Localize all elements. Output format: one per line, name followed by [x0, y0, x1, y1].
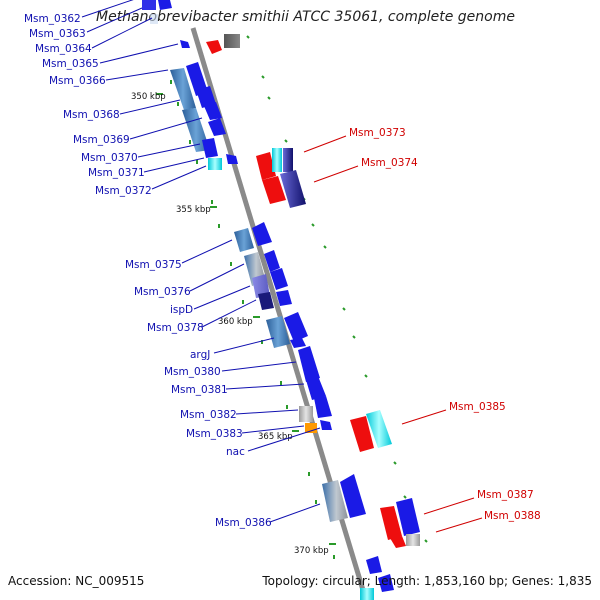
gene-msm-0369a[interactable] [204, 102, 222, 120]
label-msm-0385[interactable]: Msm_0385 [449, 401, 506, 413]
label-ispD[interactable]: ispD [170, 304, 193, 316]
label-nac[interactable]: nac [226, 446, 245, 458]
gene-msm-0387[interactable] [380, 506, 402, 540]
label-msm-0362[interactable]: Msm_0362 [24, 13, 81, 25]
gene-bottom-c[interactable] [378, 574, 394, 592]
gene-msm-0366b[interactable] [186, 62, 208, 96]
gene-ispD[interactable] [252, 274, 270, 298]
svg-text:370 kbp: 370 kbp [294, 546, 329, 556]
label-msm-0370[interactable]: Msm_0370 [81, 152, 138, 164]
tick-track-reverse [246, 35, 428, 543]
forward-labels: Msm_0362 Msm_0363 Msm_0364 Msm_0365 Msm_… [24, 13, 272, 529]
gene-msm-0363[interactable] [158, 0, 172, 10]
label-msm-0376[interactable]: Msm_0376 [134, 286, 191, 298]
label-msm-0382[interactable]: Msm_0382 [180, 409, 237, 421]
gene-msm-0372[interactable] [208, 158, 222, 170]
label-msm-0365[interactable]: Msm_0365 [42, 58, 99, 70]
gene-bottom-b[interactable] [360, 588, 374, 600]
gene-msm-0366[interactable] [170, 68, 196, 110]
gene-msm-0362[interactable] [142, 0, 156, 10]
gene-msm-0370[interactable] [202, 138, 218, 158]
gene-msm-0388b[interactable] [406, 534, 420, 546]
gene-top-dark[interactable] [224, 34, 240, 48]
reverse-label-lines [303, 135, 483, 533]
gene-msm-0373b[interactable] [272, 148, 282, 172]
label-msm-0378[interactable]: Msm_0378 [147, 322, 204, 334]
forward-label-lines [81, 0, 321, 523]
label-msm-0383[interactable]: Msm_0383 [186, 428, 243, 440]
gene-msm-0385b[interactable] [366, 410, 392, 448]
gene-msm-0365[interactable] [180, 40, 190, 48]
map-title: Methanobrevibacter smithii ATCC 35061, c… [96, 9, 515, 25]
gene-msm-0371[interactable] [226, 154, 238, 164]
gene-msm-0380[interactable] [298, 346, 320, 382]
gene-argJ-a[interactable] [284, 312, 308, 342]
label-msm-0380[interactable]: Msm_0380 [164, 366, 221, 378]
tick-track-forward [170, 80, 335, 559]
label-msm-0374[interactable]: Msm_0374 [361, 157, 418, 169]
label-msm-0369[interactable]: Msm_0369 [73, 134, 130, 146]
label-msm-0371[interactable]: Msm_0371 [88, 167, 145, 179]
gene-top-red[interactable] [206, 40, 222, 54]
label-msm-0363[interactable]: Msm_0363 [29, 28, 86, 40]
gene-msm-0383b[interactable] [314, 396, 332, 418]
label-msm-0372[interactable]: Msm_0372 [95, 185, 152, 197]
accession-text: Accession: NC_009515 [8, 574, 145, 588]
kbp-marker-365: 365 kbp [258, 430, 299, 442]
gene-msm-0382[interactable] [299, 406, 313, 422]
gene-msm-0374b[interactable] [280, 170, 306, 208]
label-msm-0388[interactable]: Msm_0388 [484, 510, 541, 522]
kbp-marker-355: 355 kbp [176, 205, 217, 215]
label-msm-0381[interactable]: Msm_0381 [171, 384, 228, 396]
gene-msm-0386b[interactable] [340, 474, 366, 518]
gene-msm-0387b[interactable] [396, 498, 420, 536]
forward-genes [142, 0, 394, 600]
svg-text:355 kbp: 355 kbp [176, 205, 211, 215]
gene-msm-0364[interactable] [150, 14, 158, 24]
svg-text:350 kbp: 350 kbp [131, 92, 166, 102]
gene-msm-0378a[interactable] [258, 292, 274, 310]
svg-text:360 kbp: 360 kbp [218, 317, 253, 327]
gene-msm-0375b[interactable] [252, 222, 272, 246]
gene-msm-0385[interactable] [350, 416, 374, 452]
gene-msm-0368b[interactable] [196, 86, 216, 108]
label-msm-0373[interactable]: Msm_0373 [349, 127, 406, 139]
gene-nac[interactable] [320, 420, 332, 430]
label-msm-0386[interactable]: Msm_0386 [215, 517, 272, 529]
gene-msm-0378[interactable] [266, 316, 290, 348]
genome-summary-text: Topology: circular; Length: 1,853,160 bp… [262, 574, 592, 588]
label-argJ[interactable]: argJ [190, 349, 210, 361]
gene-msm-0383[interactable] [305, 423, 317, 433]
label-msm-0364[interactable]: Msm_0364 [35, 43, 92, 55]
svg-text:365 kbp: 365 kbp [258, 432, 293, 442]
label-msm-0387[interactable]: Msm_0387 [477, 489, 534, 501]
gene-msm-0381[interactable] [306, 376, 326, 400]
label-msm-0368[interactable]: Msm_0368 [63, 109, 120, 121]
gene-msm-0369[interactable] [208, 118, 226, 136]
kbp-marker-360: 360 kbp [218, 316, 260, 327]
gene-bottom-a[interactable] [366, 556, 382, 574]
label-msm-0375[interactable]: Msm_0375 [125, 259, 182, 271]
gene-msm-0373c[interactable] [283, 148, 293, 172]
gene-msm-0373[interactable] [256, 152, 276, 180]
kbp-marker-370: 370 kbp [294, 543, 336, 556]
gene-msm-0376b[interactable] [264, 250, 280, 272]
gene-msm-0386[interactable] [322, 480, 348, 522]
gene-argJ[interactable] [290, 338, 306, 348]
gene-ispD-b[interactable] [270, 268, 288, 290]
gene-msm-0378b[interactable] [276, 290, 292, 306]
reverse-genes [206, 34, 420, 548]
gene-msm-0374[interactable] [262, 176, 286, 204]
kbp-marker-350: 350 kbp [131, 92, 166, 102]
reverse-labels: Msm_0373 Msm_0374 Msm_0385 Msm_0387 Msm_… [349, 127, 541, 522]
label-msm-0366[interactable]: Msm_0366 [49, 75, 106, 87]
gene-msm-0388[interactable] [390, 536, 406, 548]
gene-msm-0375[interactable] [234, 228, 254, 252]
